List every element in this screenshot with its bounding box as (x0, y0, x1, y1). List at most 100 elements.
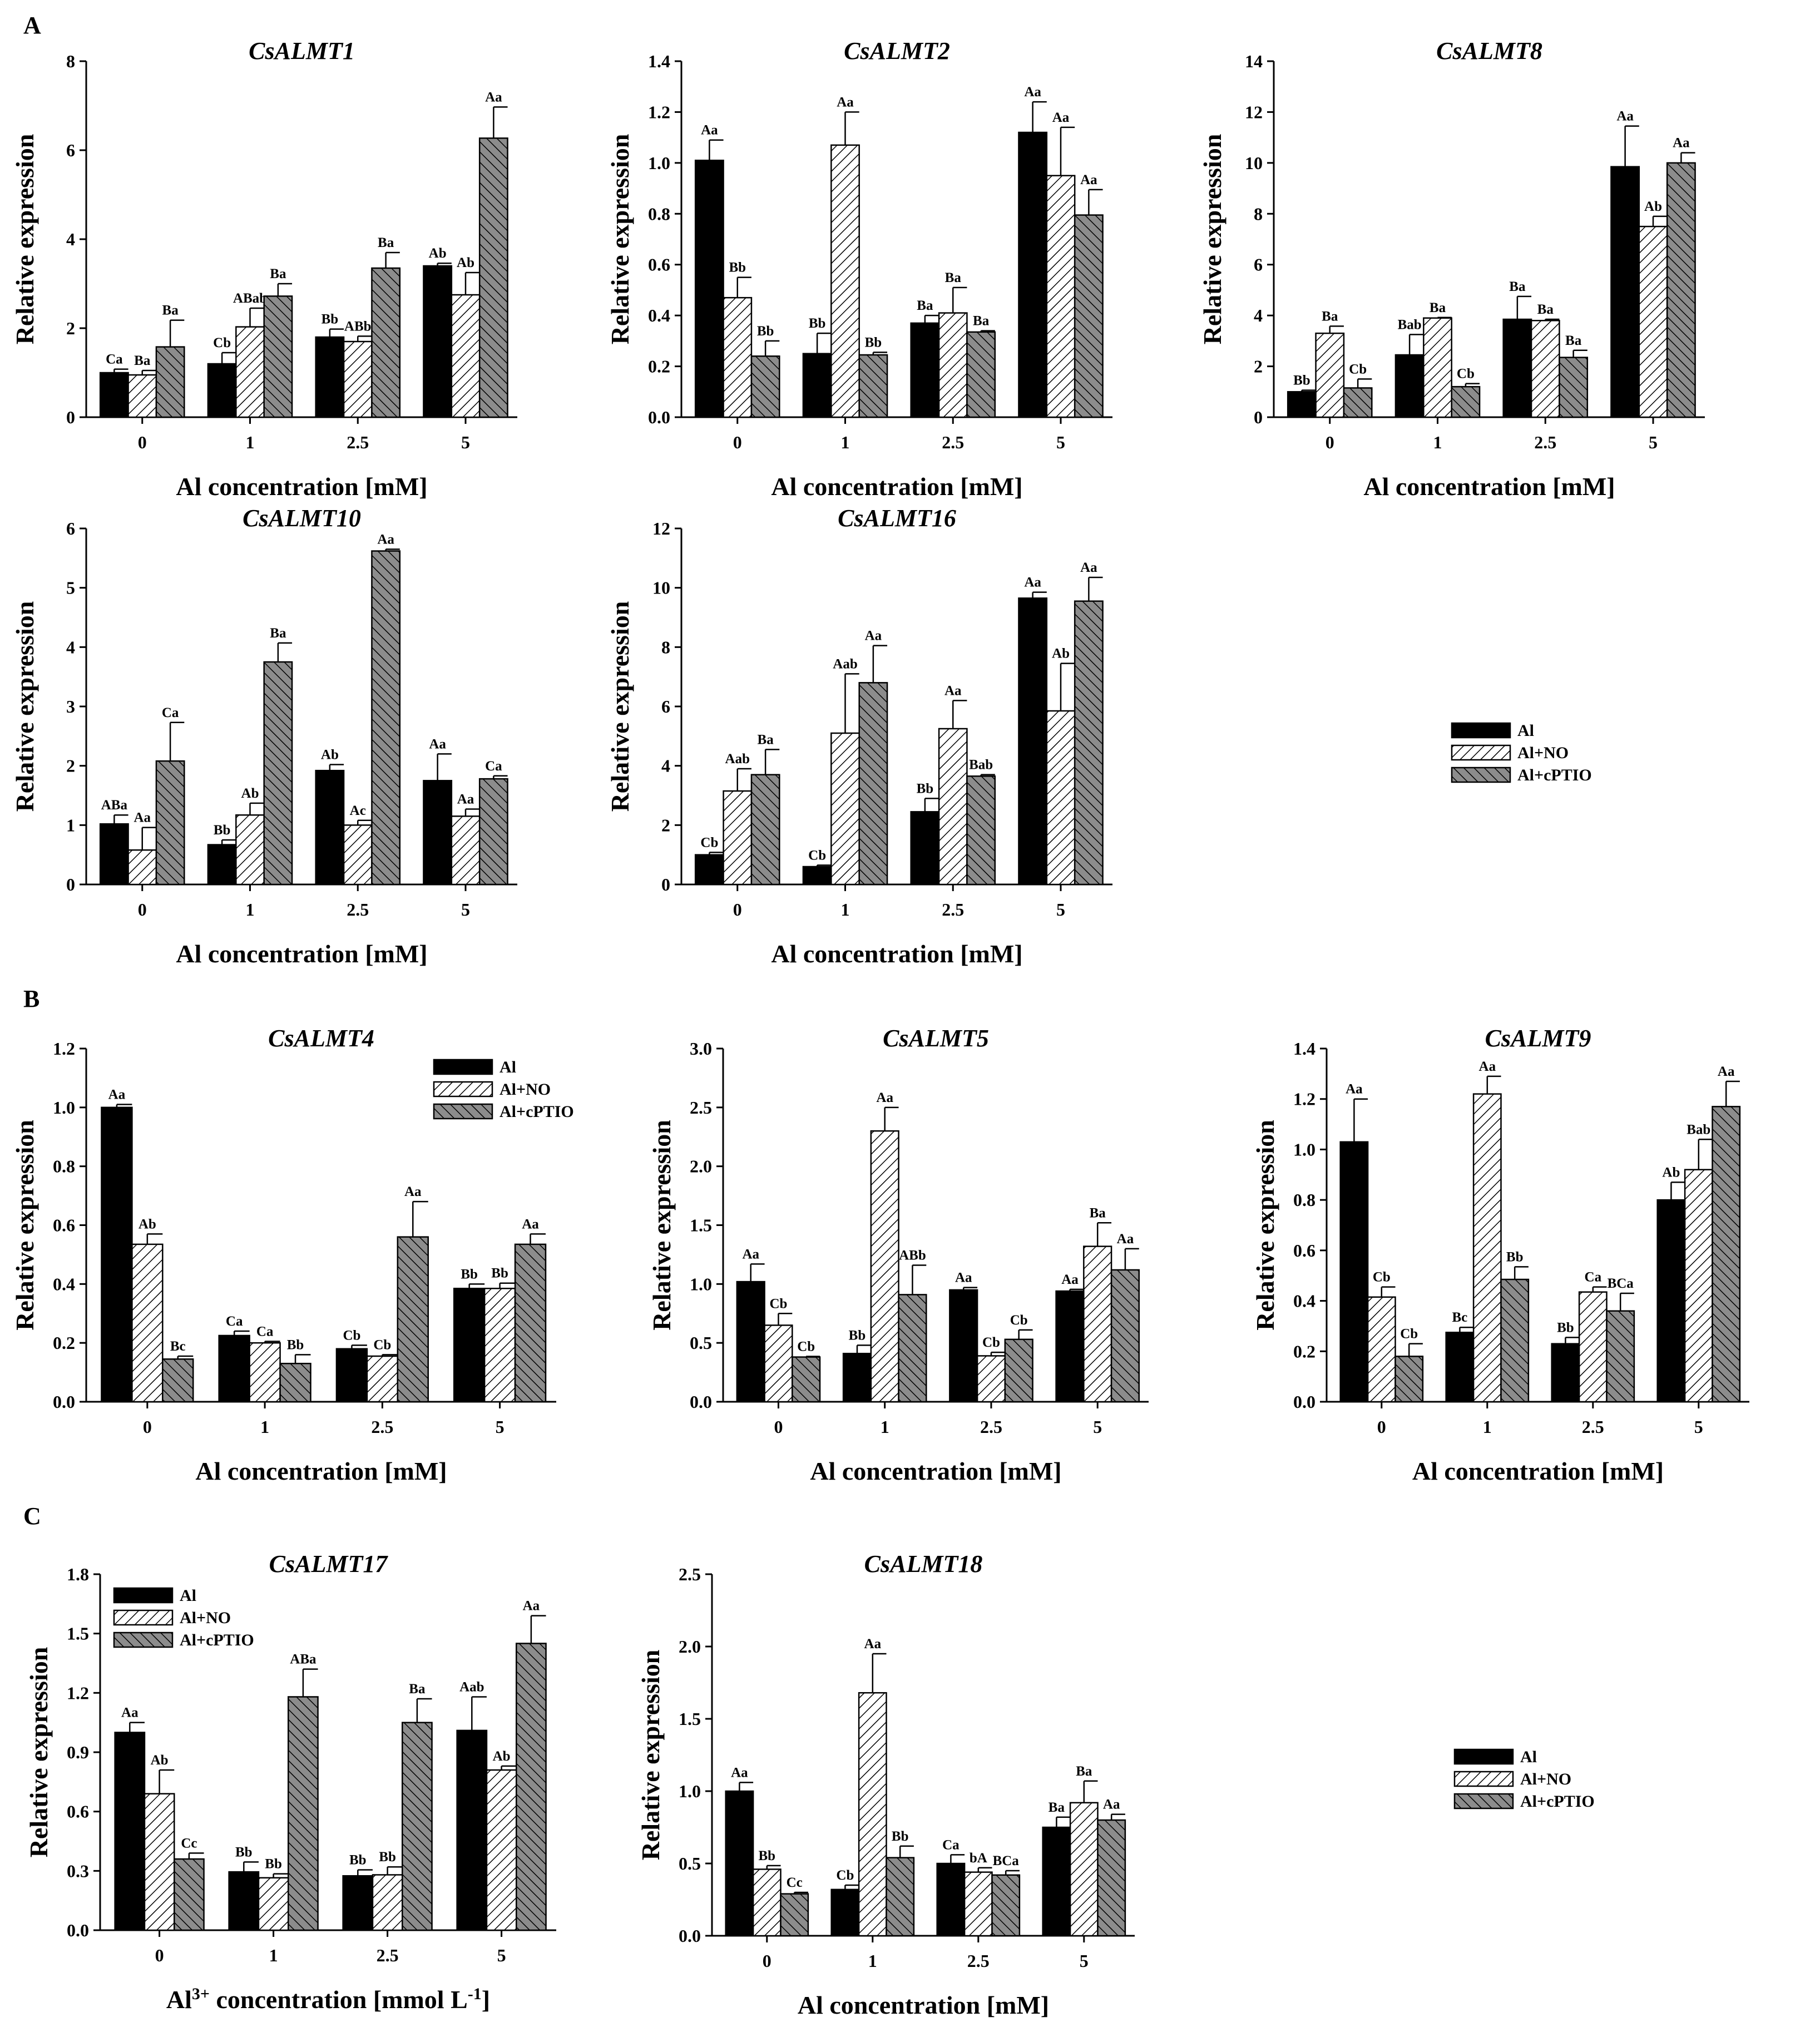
csalmt5-bar-al-no (870, 1130, 899, 1403)
csalmt5-x-tick-label: 5 (1093, 1417, 1102, 1437)
csalmt4-x-tick-label: 1 (260, 1417, 269, 1437)
csalmt18-bar-label: Ba (1076, 1764, 1092, 1779)
csalmt4-title: CsALMT4 (268, 1025, 374, 1052)
csalmt4-y-axis-label: Relative expression (11, 1120, 39, 1331)
csalmt4-x-tick-label: 2.5 (371, 1417, 393, 1437)
csalmt18-x-tick-label: 2.5 (967, 1951, 990, 1971)
csalmt18-bar-al-no (963, 1871, 993, 1937)
csalmt18-bar-label: Cb (836, 1868, 854, 1883)
csalmt18-x-tick-label: 1 (868, 1951, 877, 1971)
csalmt10-x-tick-label: 2.5 (347, 899, 369, 919)
csalmt1-x-axis-label: Al concentration [mM] (176, 472, 427, 501)
csalmt9-bar-al-cptio (1606, 1310, 1635, 1403)
csalmt4-y-tick-label: 0.2 (53, 1333, 75, 1353)
csalmt5-bar-al (1055, 1290, 1085, 1403)
csalmt16-bar-al-cptio (1074, 600, 1104, 886)
csalmt1-bar-al (99, 372, 129, 418)
legend-swatch-al-no (1453, 1771, 1514, 1787)
csalmt10-x-tick-label: 1 (246, 899, 255, 919)
csalmt10-bar-label: Ab (321, 748, 339, 763)
csalmt9-y-tick-label: 0.4 (1293, 1291, 1315, 1311)
csalmt2-bar-label: Bb (865, 335, 882, 350)
csalmt18-bar-al (936, 1862, 966, 1937)
csalmt4-x-tick-label: 5 (496, 1417, 505, 1437)
csalmt5-x-tick-label: 1 (881, 1417, 889, 1437)
csalmt1-bar-al-cptio (478, 137, 508, 418)
csalmt4-chart: CsALMT4 0.0 0.2 0.4 0.6 0.8 1.0 1.2 Relative exp… (11, 1025, 574, 1485)
csalmt17-bar-al (342, 1875, 374, 1931)
legend-swatch-al (1451, 722, 1511, 739)
csalmt9-y-tick-label: 1.2 (1293, 1089, 1315, 1109)
csalmt16-bar-al-no (938, 728, 968, 886)
csalmt8-y-tick-label: 14 (1245, 51, 1263, 71)
csalmt5-bar-al-no (764, 1324, 793, 1403)
csalmt1-x-tick-label: 2.5 (347, 432, 369, 452)
csalmt5-bar-al-cptio (1004, 1338, 1033, 1403)
csalmt9-bar-label: Aa (1346, 1082, 1363, 1097)
csalmt2-y-tick-label: 0.4 (648, 305, 670, 325)
csalmt16-y-tick-label: 10 (652, 578, 670, 598)
csalmt16-bar-al (694, 854, 724, 886)
csalmt9-y-axis-label: Relative expression (1251, 1120, 1279, 1331)
csalmt4-legend: Al Al+NO Al+cPTIO (433, 1058, 574, 1121)
csalmt2-bar-al (694, 160, 724, 418)
csalmt9-x-axis-label: Al concentration [mM] (1412, 1457, 1664, 1485)
csalmt18-bar-label: Aa (1103, 1797, 1120, 1812)
csalmt17-x-tick-label: 5 (497, 1945, 506, 1965)
csalmt5-y-axis-label: Relative expression (647, 1120, 676, 1331)
csalmt9-x-tick-label: 0 (1377, 1417, 1386, 1437)
csalmt2-bar-al-cptio (858, 354, 888, 418)
csalmt16-legend: Al Al+NO Al+cPTIO (1451, 721, 1592, 784)
legend-swatch-al-cptio (1451, 767, 1511, 783)
legend-swatch-al-cptio (433, 1103, 493, 1120)
csalmt18-y-tick-label: 1.0 (679, 1781, 701, 1801)
csalmt8-bar-label: Ba (1430, 300, 1446, 315)
csalmt2-y-tick-label: 1.2 (648, 102, 670, 122)
csalmt18-y-tick-label: 2.0 (679, 1637, 701, 1657)
csalmt17-bar-label: Aa (523, 1599, 540, 1614)
legend-swatch-al-cptio (113, 1632, 174, 1648)
csalmt5-bar-label: Bb (849, 1328, 866, 1343)
csalmt9-bar-al (1339, 1141, 1369, 1403)
csalmt16-bar-al-no (1046, 710, 1076, 886)
csalmt16-bar-al-cptio (858, 682, 888, 886)
csalmt1-y-tick-label: 8 (66, 51, 75, 71)
csalmt4-bar-label: Bb (491, 1266, 508, 1281)
legend-label-al-no: Al+NO (499, 1080, 551, 1099)
csalmt18-x-axis-label: Al concentration [mM] (798, 1991, 1049, 2019)
csalmt16-bar-label: Bab (969, 758, 993, 773)
csalmt4-y-tick-label: 0.6 (53, 1215, 75, 1235)
csalmt8-title: CsALMT8 (1436, 37, 1542, 65)
csalmt18-bar-al (830, 1888, 860, 1937)
csalmt5-bar-label: Cb (1010, 1313, 1028, 1328)
legend-swatch-al-cptio (1453, 1793, 1514, 1810)
csalmt9-y-tick-label: 0.2 (1293, 1341, 1315, 1361)
csalmt9-bar-label: BCa (1608, 1276, 1634, 1291)
csalmt16-title: CsALMT16 (838, 505, 956, 532)
csalmt2-bar-al-cptio (750, 355, 780, 418)
csalmt17-bar-label: Ba (409, 1682, 426, 1697)
csalmt16-x-axis-label: Al concentration [mM] (771, 940, 1022, 968)
csalmt4-bar-al-cptio (162, 1358, 194, 1403)
csalmt17-bar-al (114, 1732, 146, 1931)
csalmt16-x-tick-label: 2.5 (942, 899, 964, 919)
csalmt4-x-axis-label: Al concentration [mM] (195, 1457, 447, 1485)
csalmt8-y-axis-label: Relative expression (1198, 134, 1226, 345)
csalmt17-x-tick-label: 1 (269, 1945, 278, 1965)
csalmt2-x-axis-label: Al concentration [mM] (771, 472, 1022, 501)
csalmt10-bar-al-no (127, 849, 157, 886)
csalmt5-bar-al-cptio (898, 1294, 927, 1403)
csalmt4-bar-al (453, 1288, 486, 1403)
csalmt1-x-tick-label: 1 (246, 432, 255, 452)
csalmt10-y-tick-label: 5 (66, 578, 75, 598)
csalmt18-bar-al-cptio (1097, 1819, 1126, 1937)
csalmt9-y-tick-label: 0.0 (1293, 1392, 1315, 1412)
csalmt4-bar-al (218, 1334, 250, 1403)
csalmt18-bar-label: Aa (731, 1765, 748, 1780)
csalmt17-x-axis-label: Al3+ concentration [mmol L-1] (166, 1985, 490, 2014)
csalmt2-bar-label: Aa (837, 95, 854, 110)
csalmt5-y-tick-label: 3.0 (690, 1039, 712, 1059)
csalmt9-x-tick-label: 1 (1483, 1417, 1492, 1437)
legend-label-al-cptio: Al+cPTIO (180, 1631, 254, 1649)
csalmt1-bar-al-cptio (371, 267, 401, 418)
